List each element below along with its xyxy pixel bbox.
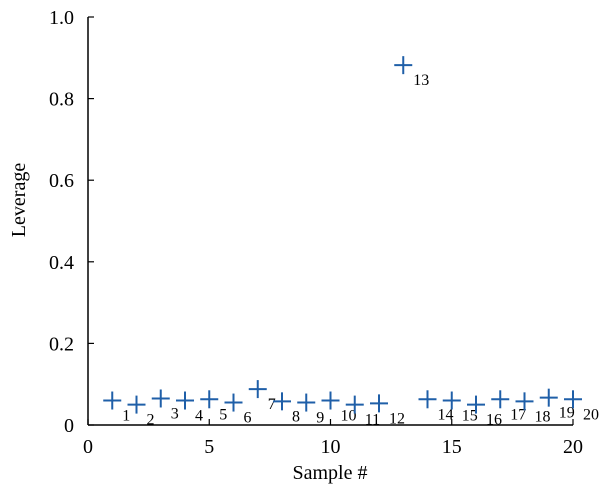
data-point-marker — [321, 391, 340, 410]
data-point-label: 13 — [413, 72, 429, 89]
x-axis-ticks: 0 5 10 15 20 — [83, 419, 583, 458]
data-point-label: 8 — [292, 408, 300, 425]
y-tick-label: 0.2 — [49, 333, 74, 355]
data-point-marker — [345, 395, 364, 414]
data-point-label: 7 — [268, 396, 276, 413]
data-point-marker — [564, 390, 582, 409]
data-point-label: 1 — [122, 408, 130, 425]
data-point-label: 10 — [341, 408, 357, 425]
data-point-label: 4 — [195, 408, 203, 425]
data-point-marker — [491, 390, 510, 409]
data-point-marker — [200, 390, 219, 409]
data-point-marker — [127, 395, 146, 414]
data-point-label: 11 — [365, 412, 380, 429]
data-point-marker — [394, 56, 413, 75]
data-point-marker — [224, 393, 243, 412]
data-point-label: 2 — [147, 412, 155, 429]
axes — [87, 17, 573, 426]
data-point-label: 20 — [583, 406, 599, 423]
data-point-label: 16 — [486, 412, 502, 429]
data-point-marker — [539, 388, 558, 407]
data-point-marker — [418, 390, 437, 409]
x-tick-label: 0 — [83, 436, 93, 458]
data-point-label: 5 — [219, 406, 227, 423]
data-point-label: 18 — [535, 408, 551, 425]
data-point-label: 3 — [171, 405, 179, 422]
y-axis-label: Leverage — [8, 163, 30, 238]
y-tick-label: 0.8 — [49, 89, 74, 111]
y-tick-label: 0.6 — [49, 170, 74, 192]
y-tick-label: 0 — [64, 415, 74, 437]
y-axis-ticks: 0 0.2 0.4 0.6 0.8 1.0 — [49, 7, 94, 437]
data-point-marker — [176, 391, 194, 410]
data-point-marker — [273, 392, 291, 411]
data-point-marker — [467, 395, 485, 414]
y-tick-label: 0.4 — [49, 252, 74, 274]
x-tick-label: 10 — [321, 436, 341, 458]
x-tick-label: 15 — [442, 436, 462, 458]
data-point-label: 6 — [244, 410, 252, 427]
data-point-marker — [248, 380, 267, 399]
data-point-marker — [151, 389, 170, 408]
x-axis-label: Sample # — [293, 462, 368, 484]
data-point-marker — [370, 394, 388, 413]
data-point-marker — [442, 391, 461, 410]
data-point-marker — [297, 393, 316, 412]
data-point-label: 15 — [462, 408, 478, 425]
data-point-label: 12 — [389, 410, 405, 427]
x-tick-label: 5 — [204, 436, 214, 458]
x-tick-label: 20 — [563, 436, 583, 458]
y-tick-label: 1.0 — [49, 7, 74, 29]
data-point-marker — [103, 391, 122, 410]
data-point-label: 14 — [438, 406, 454, 423]
data-point-label: 19 — [559, 405, 575, 422]
data-point-marker — [515, 392, 534, 411]
data-point-label: 9 — [316, 410, 324, 427]
data-point-label: 17 — [510, 406, 526, 423]
